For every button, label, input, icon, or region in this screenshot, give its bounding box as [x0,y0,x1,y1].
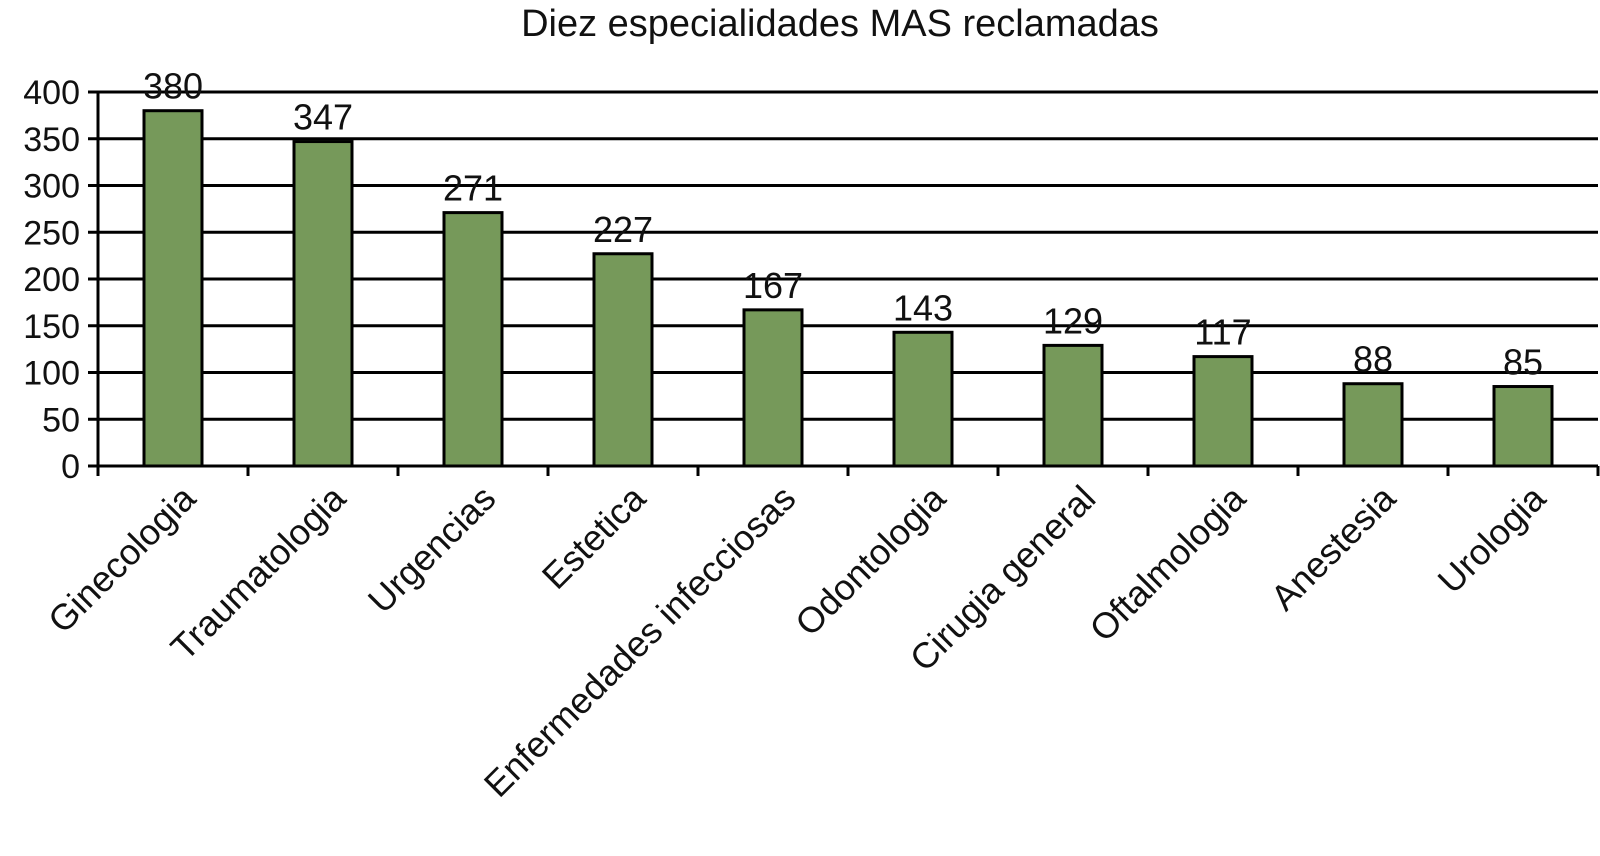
y-tick-label: 300 [23,168,80,206]
bar [444,213,502,466]
data-label: 85 [1503,342,1543,383]
y-tick-label: 350 [23,121,80,159]
bars [144,111,1552,466]
x-tick-label: Enfermedades infecciosas [476,477,804,805]
data-label: 347 [293,97,353,138]
chart-title: Diez especialidades MAS reclamadas [521,3,1159,45]
x-tick-label: Oftalmologia [1081,477,1254,650]
bar [144,111,202,466]
bar [1044,345,1102,466]
x-tick-label: Estetica [534,477,654,597]
data-label: 88 [1353,339,1393,380]
bar [1344,384,1402,466]
x-tick-label: Urologia [1430,477,1554,601]
x-tick-label: Odontologia [787,477,954,644]
bar [594,254,652,466]
data-label: 227 [593,209,653,250]
data-label: 129 [1043,300,1103,341]
y-tick-labels: 0 50 100 150 200 250 300 350 400 [23,74,80,486]
y-tick-label: 100 [23,355,80,393]
bar [1494,387,1552,466]
y-tick-label: 400 [23,74,80,112]
x-tick-label: Ginecologia [40,477,204,641]
bar [294,142,352,466]
y-tick-label: 200 [23,261,80,299]
data-label: 143 [893,287,953,328]
y-tick-label: 50 [42,401,80,439]
bar [744,310,802,466]
x-tick-label: Urgencias [360,477,504,621]
bar [894,332,952,466]
data-label: 271 [443,168,503,209]
y-tick-label: 250 [23,214,80,252]
data-label: 380 [143,66,203,107]
y-tick-label: 150 [23,308,80,346]
data-label: 117 [1194,312,1251,353]
y-tick-label: 0 [61,448,80,486]
x-tick-label: Anestesia [1263,477,1404,618]
bar [1194,357,1252,466]
data-label: 167 [743,265,803,306]
